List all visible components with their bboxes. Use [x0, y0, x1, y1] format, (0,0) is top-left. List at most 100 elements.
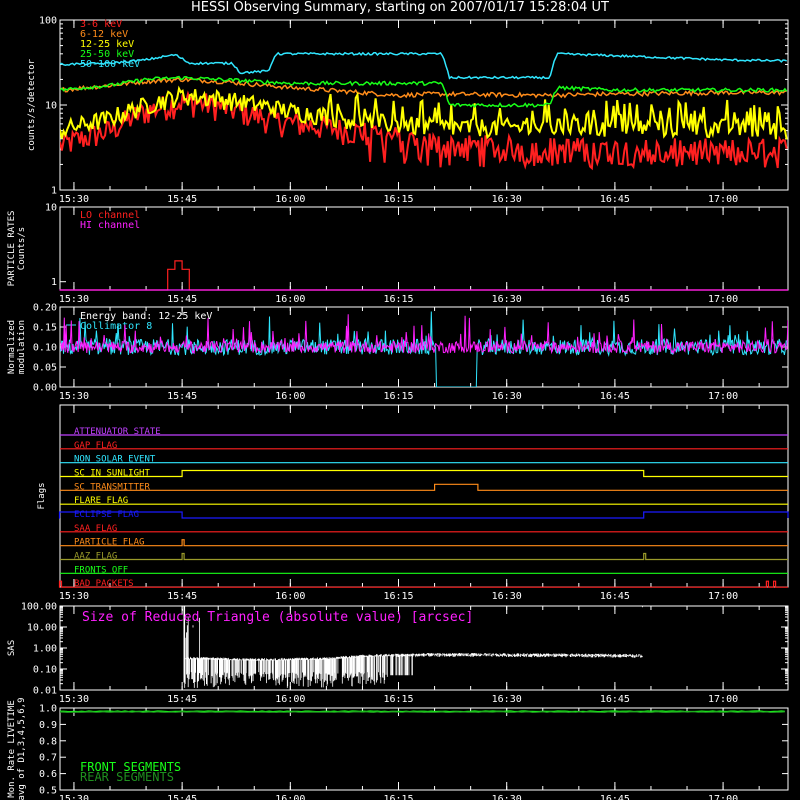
x-tick-label: 15:45 [167, 194, 197, 205]
y-tick-label: 0.7 [39, 753, 57, 764]
flag-label-aaz-flag: AAZ FLAG [74, 552, 117, 562]
legend-Collimator-8: Collimator 8 [80, 321, 152, 332]
y-tick-label: 0.10 [33, 665, 57, 676]
flag-label-eclipse-flag: ECLIPSE FLAG [74, 510, 139, 520]
x-tick-label: 16:15 [383, 794, 413, 800]
y-tick-label: 10 [45, 203, 57, 214]
legend-REAR-SEGMENTS: REAR SEGMENTS [80, 770, 174, 784]
x-tick-label: 16:30 [492, 294, 522, 305]
x-tick-label: 17:00 [708, 391, 738, 402]
x-tick-label: 16:15 [383, 391, 413, 402]
y-tick-label: 0.6 [39, 769, 57, 780]
x-tick-label: 16:15 [383, 694, 413, 705]
x-tick-label: 15:30 [59, 794, 89, 800]
x-tick-label: 17:00 [708, 194, 738, 205]
legend-3-6-keV: 3-6 keV [80, 19, 122, 30]
x-tick-label: 16:00 [275, 694, 305, 705]
y-tick-label: 0.01 [33, 686, 57, 697]
x-tick-label: 15:45 [167, 591, 197, 602]
series-25-50-keV [60, 75, 788, 109]
x-tick-label: 15:45 [167, 391, 197, 402]
y-axis-label: Flags [37, 482, 47, 509]
y-tick-label: 0.10 [33, 343, 57, 354]
y-tick-label: 0.8 [39, 736, 57, 747]
flag-line-bad-packets [58, 580, 788, 588]
flag-line-sc-transmitter [60, 483, 788, 491]
x-tick-label: 16:00 [275, 294, 305, 305]
x-tick-label: 16:00 [275, 591, 305, 602]
y-axis-label: avg of D1,3,4,5,6,9 [17, 698, 27, 800]
flag-label-attenuator-state: ATTENUATOR STATE [74, 427, 161, 437]
y-axis-label: SAS [7, 640, 17, 656]
y-axis-label: Mon. Rate LIVETIME [7, 700, 17, 798]
y-tick-label: 1.0 [39, 704, 57, 715]
series-REAR-SEGMENTS [59, 711, 785, 714]
flag-line-particle-flag [60, 539, 788, 547]
y-tick-label: 10 [45, 101, 57, 112]
legend-FRONT-SEGMENTS: FRONT SEGMENTS [80, 760, 181, 774]
series-50-100-keV [60, 51, 787, 80]
series-3-6-keV [60, 90, 788, 171]
x-tick-label: 17:00 [708, 294, 738, 305]
legend-50-100-keV: 50-100 keV [80, 59, 140, 70]
panel-particle-rates: 15:30 15:45 16:00 16:15 16:30 16:45 17:00 1 10 PA… [7, 203, 789, 305]
x-tick-label: 16:30 [492, 591, 522, 602]
flag-label-fronts-off: FRONTS OFF [74, 565, 128, 575]
x-tick-label: 16:30 [492, 391, 522, 402]
x-tick-label: 15:30 [59, 391, 89, 402]
flag-line-sc-in-sunlight [60, 469, 788, 478]
panel-modulation: 15:30 15:45 16:00 16:15 16:30 16:45 17:00 0.00 0… [7, 303, 789, 402]
x-tick-label: 15:45 [167, 694, 197, 705]
livetime-frame [59, 707, 789, 791]
y-axis-label: PARTICLE RATES [7, 211, 17, 287]
flag-label-particle-flag: PARTICLE FLAG [74, 538, 144, 548]
x-tick-label: 15:45 [167, 794, 197, 800]
x-tick-label: 16:15 [383, 294, 413, 305]
y-axis-label: modulation [17, 320, 27, 374]
sas-annotation: Size of Reduced Triangle (absolute value… [82, 610, 473, 625]
y-tick-label: 1 [51, 277, 57, 288]
panel-count-rates: 15:30 15:45 16:00 16:15 16:30 16:45 17:00 1 10 10… [27, 16, 789, 205]
y-tick-label: 1.00 [33, 644, 57, 655]
energy-band-annotation: Energy band: 12-25 keV [80, 311, 212, 322]
x-tick-label: 16:45 [600, 294, 630, 305]
series-sas-triangle-size [181, 606, 644, 688]
legend-6-12-keV: 6-12 keV [80, 29, 128, 40]
x-tick-label: 16:15 [383, 591, 413, 602]
flag-label-sc-transmitter: SC TRANSMITTER [74, 482, 150, 492]
legend-12-25-keV: 12-25 keV [80, 39, 134, 50]
flag-label-sc-in-sunlight: SC IN SUNLIGHT [74, 469, 150, 479]
x-tick-label: 17:00 [708, 694, 738, 705]
legend-LO-channel: LO channel [80, 210, 140, 221]
x-tick-label: 15:30 [59, 591, 89, 602]
x-tick-label: 16:15 [383, 194, 413, 205]
flag-line-aaz-flag [60, 552, 788, 561]
y-tick-label: 0.20 [33, 303, 57, 314]
y-tick-label: 0.00 [33, 383, 57, 394]
y-tick-label: 0.05 [33, 363, 57, 374]
panel-sas: 15:30 15:45 16:00 16:15 16:30 16:45 17:00 0.01 0… [7, 602, 789, 705]
panel-livetime: 15:30 15:45 16:00 16:15 16:30 16:45 17:00 0.5 0.… [7, 698, 789, 800]
x-tick-label: 16:45 [600, 794, 630, 800]
flag-label-bad-packets: BAD PACKETS [74, 579, 134, 589]
x-tick-label: 16:30 [492, 694, 522, 705]
x-tick-label: 16:00 [275, 391, 305, 402]
x-tick-label: 16:45 [600, 194, 630, 205]
y-tick-label: 0.5 [39, 786, 57, 797]
y-tick-label: 10.00 [27, 623, 57, 634]
y-tick-label: 100.00 [21, 602, 57, 613]
x-tick-label: 17:00 [708, 794, 738, 800]
y-tick-label: 100 [39, 16, 57, 27]
page-title: HESSI Observing Summary, starting on 200… [191, 0, 609, 15]
series-12-25-keV [60, 85, 788, 140]
x-tick-label: 15:30 [59, 694, 89, 705]
y-axis-label: Normalized [7, 320, 17, 374]
x-tick-label: 15:30 [59, 294, 89, 305]
particle-rates-frame [59, 206, 789, 291]
y-tick-label: 0.9 [39, 720, 57, 731]
flag-label-flare-flag: FLARE FLAG [74, 496, 128, 506]
y-tick-label: 0.15 [33, 323, 57, 334]
legend-HI-channel: HI channel [80, 220, 140, 231]
y-axis-label: counts/s/detector [27, 58, 37, 151]
